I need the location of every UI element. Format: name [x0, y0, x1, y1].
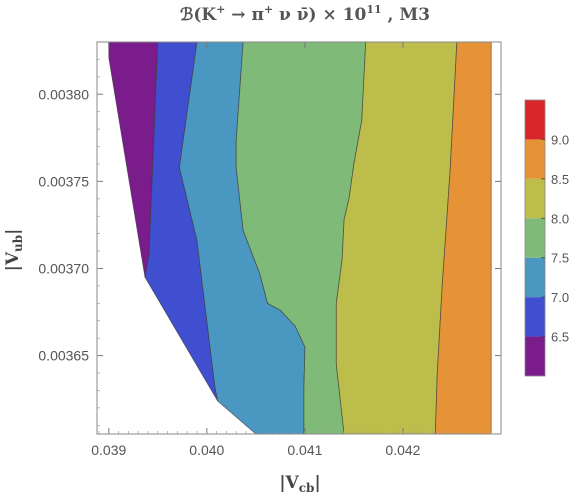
- x-tick-label-2: 0.041: [287, 442, 322, 458]
- y-tick-label-1: 0.00370: [38, 260, 89, 276]
- chart-title-arrow: → π: [225, 5, 264, 25]
- y-tick-label-2: 0.00375: [38, 173, 89, 189]
- x-axis-label-sub: cb: [299, 481, 315, 495]
- y-tick-label-0: 0.00365: [38, 348, 89, 364]
- chart-title-suffix: , M3: [382, 5, 430, 25]
- y-axis-label: |Vub|: [3, 229, 25, 272]
- chart-title: ℬ(K+ → π+ ν ν̄) × 1011 , M3: [180, 3, 430, 25]
- colorbar-tick-label-5: 9.0: [551, 132, 569, 147]
- colorbar-tick-label-2: 7.5: [551, 251, 569, 266]
- x-axis-ticks: 0.039 0.040 0.041 0.042: [91, 42, 492, 458]
- colorbar-tick-label-0: 6.5: [551, 330, 569, 345]
- contour-regions: [108, 41, 492, 435]
- chart-title-prefix: ℬ(K: [180, 5, 217, 25]
- colorbar-band-3: [525, 218, 545, 258]
- y-axis-ticks: 0.00365 0.00370 0.00375 0.00380: [38, 59, 501, 426]
- contour-region-5: [434, 41, 492, 435]
- plot-area: 0.039 0.040 0.041 0.042 0.003650.003700.003…: [38, 41, 502, 458]
- y-axis-label-main: |V: [3, 251, 23, 271]
- chart-title-sup3: 11: [366, 3, 381, 16]
- colorbar-band-4: [525, 178, 545, 219]
- colorbar-band-1: [525, 297, 545, 337]
- colorbar-band-2: [525, 257, 545, 298]
- x-tick-label-3: 0.042: [385, 442, 420, 458]
- chart-title-sup2: +: [264, 3, 273, 16]
- colorbar-band-5: [525, 139, 545, 179]
- x-tick-label-1: 0.040: [189, 442, 224, 458]
- y-tick-label-3: 0.00380: [38, 86, 89, 102]
- x-axis-label: |Vcb|: [279, 473, 320, 495]
- chart-title-rest: ν ν̄) × 10: [273, 5, 366, 25]
- colorbar-frame: [524, 99, 546, 377]
- colorbar-tick-label-4: 8.5: [551, 172, 569, 187]
- y-axis-label-end: |: [3, 229, 23, 235]
- colorbar-band-0: [525, 336, 545, 376]
- x-tick-label-0: 0.039: [91, 442, 126, 458]
- colorbar-tick-label-3: 8.0: [551, 211, 569, 226]
- chart-title-sup1: +: [216, 3, 225, 16]
- colorbar-tick-label-1: 7.0: [551, 290, 569, 305]
- colorbar: 6.5 7.0 7.5 8.0 8.5 9.0: [524, 99, 569, 377]
- x-axis-label-main: |V: [279, 473, 299, 493]
- x-axis-label-end: |: [314, 473, 320, 493]
- colorbar-band-6: [525, 100, 545, 140]
- plot-frame: [96, 41, 502, 435]
- y-axis-label-sub: ub: [11, 235, 25, 252]
